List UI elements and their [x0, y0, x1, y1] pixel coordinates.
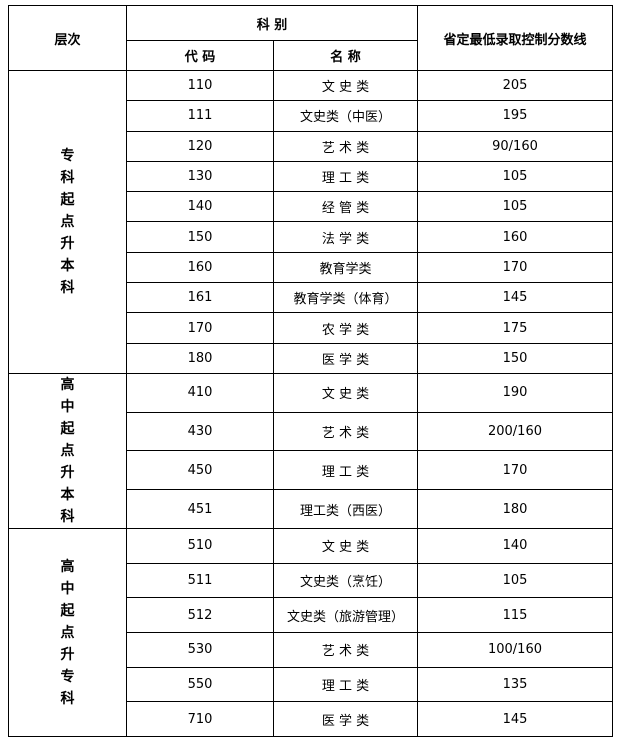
- table-row: 高中起点升本科 410 文 史 类 190: [8, 372, 613, 529]
- code-cell: 120: [126, 130, 274, 162]
- code-cell: 111: [126, 100, 274, 132]
- code-cell: 110: [126, 69, 274, 102]
- name-cell: 艺 术 类: [273, 411, 418, 452]
- score-cell: 115: [417, 597, 613, 634]
- code-cell: 130: [126, 160, 274, 193]
- score-cell: 90/160: [417, 130, 613, 162]
- score-cell: 135: [417, 666, 613, 703]
- level-cell: 高中起点升专科: [8, 527, 127, 738]
- score-cell: 105: [417, 191, 613, 223]
- table-row: 111 文史类（中医） 195: [9, 100, 613, 132]
- name-cell: 教育学类（体育）: [273, 282, 418, 314]
- table-body: 层次 科 别 省定最低录取控制分数线 代 码 名 称 专科起点升本科 110 文 史…: [8, 5, 613, 738]
- level-cell: 专科起点升本科: [8, 70, 127, 374]
- score-cell: 150: [417, 342, 613, 374]
- name-cell: 艺 术 类: [273, 632, 418, 668]
- header-cell: 层次: [8, 5, 127, 71]
- name-cell: 文史类（烹饪）: [273, 562, 418, 599]
- score-cell: 170: [417, 251, 613, 284]
- name-cell: 理 工 类: [273, 666, 418, 703]
- level-text: 专科起点升本科: [60, 147, 75, 296]
- table-row: 专科起点升本科 110 文 史 类 205: [8, 69, 613, 374]
- name-cell: 艺 术 类: [273, 130, 418, 162]
- table-row: 高中起点升专科 510 文 史 类 140: [8, 527, 613, 738]
- table-row: 430 艺 术 类 200/160: [9, 411, 613, 452]
- header-cell: 名 称: [273, 40, 418, 71]
- name-cell: 教育学类: [273, 251, 418, 284]
- table-row: 512 文史类（旅游管理） 115: [9, 597, 613, 634]
- code-cell: 450: [126, 450, 274, 491]
- name-cell: 文史类（旅游管理）: [273, 597, 418, 634]
- name-cell: 法 学 类: [273, 221, 418, 253]
- level-cell: 高中起点升本科: [8, 372, 127, 529]
- code-cell: 150: [126, 221, 274, 253]
- code-cell: 710: [126, 701, 274, 738]
- code-cell: 430: [126, 411, 274, 452]
- score-cell: 100/160: [417, 632, 613, 668]
- score-cell: 195: [417, 100, 613, 132]
- code-cell: 160: [126, 251, 274, 284]
- table-row: 180 医 学 类 150: [9, 342, 613, 374]
- table-row: 150 法 学 类 160: [9, 221, 613, 253]
- table-row: 161 教育学类（体育） 145: [9, 282, 613, 314]
- score-cell: 140: [417, 527, 613, 564]
- name-cell: 医 学 类: [273, 701, 418, 738]
- code-cell: 511: [126, 562, 274, 599]
- name-cell: 文 史 类: [273, 527, 418, 564]
- score-cell: 160: [417, 221, 613, 253]
- score-cell: 170: [417, 450, 613, 491]
- name-cell: 农 学 类: [273, 312, 418, 344]
- table-row: 550 理 工 类 135: [9, 666, 613, 703]
- header-row: 代 码 名 称: [9, 40, 613, 71]
- name-cell: 理 工 类: [273, 160, 418, 193]
- name-cell: 经 管 类: [273, 191, 418, 223]
- code-cell: 180: [126, 342, 274, 374]
- score-cell: 105: [417, 160, 613, 193]
- name-cell: 文 史 类: [273, 69, 418, 102]
- header-cell: 科 别: [126, 5, 418, 41]
- score-cell: 145: [417, 701, 613, 738]
- code-cell: 410: [126, 372, 274, 413]
- name-cell: 文 史 类: [273, 372, 418, 413]
- header-cell: 省定最低录取控制分数线: [417, 5, 613, 71]
- table-row: 451 理工类（西医） 180: [9, 489, 613, 529]
- table-row: 120 艺 术 类 90/160: [9, 130, 613, 162]
- name-cell: 医 学 类: [273, 342, 418, 374]
- table-row: 140 经 管 类 105: [9, 191, 613, 223]
- code-cell: 550: [126, 666, 274, 703]
- code-cell: 510: [126, 527, 274, 564]
- score-cell: 200/160: [417, 411, 613, 452]
- code-cell: 161: [126, 282, 274, 314]
- table-row: 160 教育学类 170: [9, 251, 613, 284]
- score-cell: 190: [417, 372, 613, 413]
- score-cell: 180: [417, 489, 613, 529]
- score-cell: 105: [417, 562, 613, 599]
- code-cell: 140: [126, 191, 274, 223]
- table-row: 130 理 工 类 105: [9, 160, 613, 193]
- name-cell: 文史类（中医）: [273, 100, 418, 132]
- code-cell: 512: [126, 597, 274, 634]
- header-row: 层次 科 别 省定最低录取控制分数线: [8, 5, 613, 71]
- level-text: 高中起点升专科: [60, 558, 75, 707]
- table-row: 170 农 学 类 175: [9, 312, 613, 344]
- table-row: 530 艺 术 类 100/160: [9, 632, 613, 668]
- score-cell: 175: [417, 312, 613, 344]
- code-cell: 170: [126, 312, 274, 344]
- name-cell: 理 工 类: [273, 450, 418, 491]
- score-cell: 145: [417, 282, 613, 314]
- table-row: 710 医 学 类 145: [9, 701, 613, 738]
- header-cell: 代 码: [126, 40, 274, 71]
- score-table: 层次 科 别 省定最低录取控制分数线 代 码 名 称 专科起点升本科 110 文 史…: [8, 5, 613, 738]
- code-cell: 530: [126, 632, 274, 668]
- code-cell: 451: [126, 489, 274, 529]
- table-row: 511 文史类（烹饪） 105: [9, 562, 613, 599]
- name-cell: 理工类（西医）: [273, 489, 418, 529]
- score-cell: 205: [417, 69, 613, 102]
- level-text: 高中起点升本科: [60, 376, 75, 525]
